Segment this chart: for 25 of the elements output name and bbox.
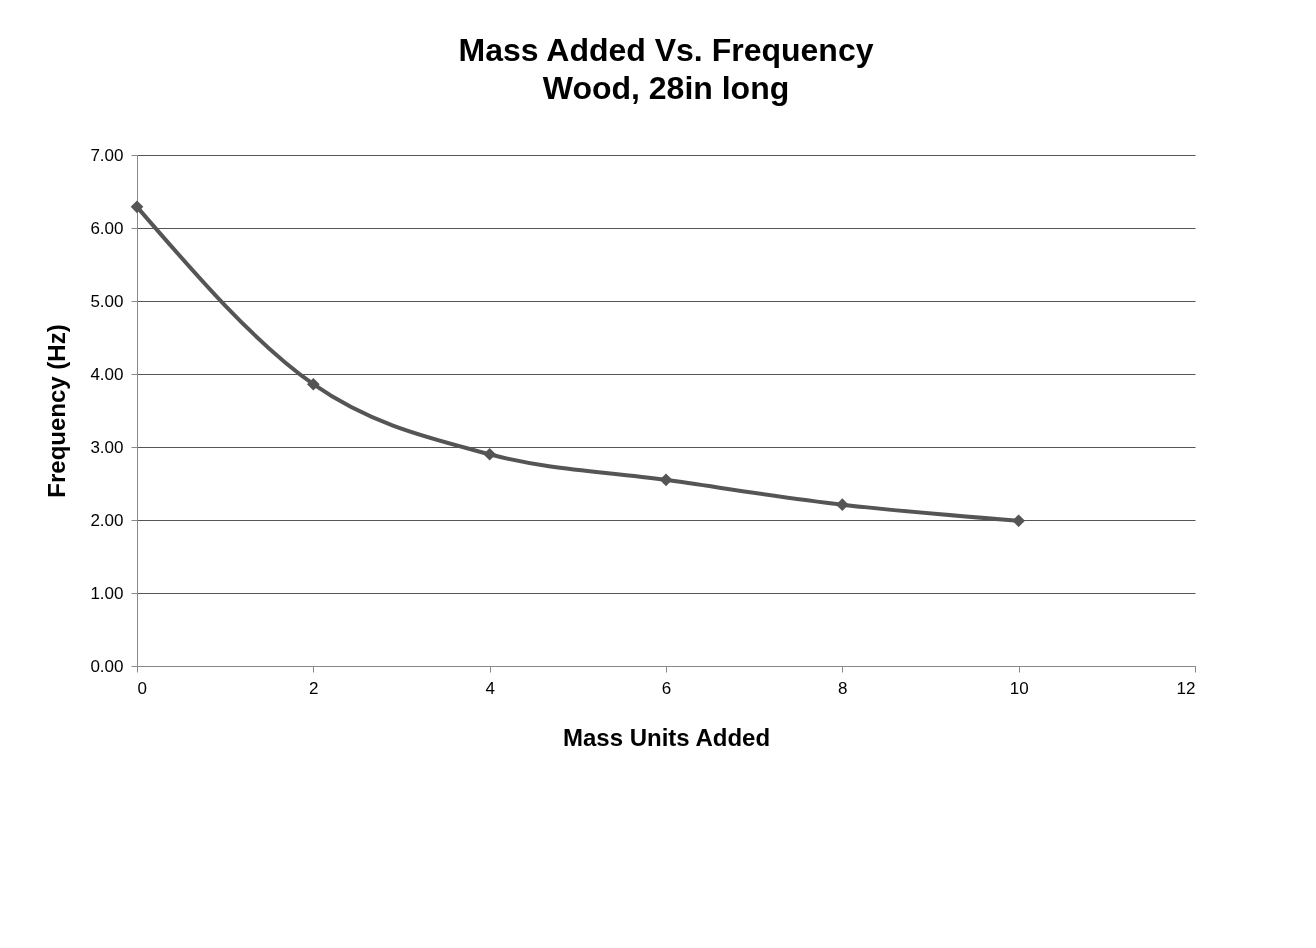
y-tick-label: 1.00 <box>90 583 124 603</box>
point <box>130 200 144 214</box>
x-tick-label: 2 <box>309 678 319 698</box>
x-tick-label: 8 <box>838 678 848 698</box>
point <box>836 498 849 511</box>
x-axis-title: Mass Units Added <box>562 723 771 751</box>
x-tick-label: 12 <box>1176 678 1196 698</box>
y-axis-title: Frequency (Hz) <box>43 324 71 498</box>
point <box>307 377 320 391</box>
point <box>659 473 673 487</box>
x-tick-label: 6 <box>661 678 672 698</box>
chart-subtitle: Wood, 28in long <box>542 70 790 106</box>
y-tick-label: 3.00 <box>90 437 124 457</box>
x-tick-label: 0 <box>137 678 147 698</box>
point <box>483 447 496 461</box>
point <box>1012 514 1025 528</box>
y-tick-label: 6.00 <box>90 218 124 238</box>
y-tick-label: 4.00 <box>90 364 124 384</box>
y-tick-label: 7.00 <box>90 145 124 165</box>
x-tick-label: 4 <box>485 678 495 698</box>
y-tick-label: 2.00 <box>90 510 124 530</box>
y-tick-label: 0.00 <box>90 656 124 676</box>
y-tick-label: 5.00 <box>90 291 124 311</box>
x-tick-label: 10 <box>1009 678 1029 698</box>
chart-title: Mass Added Vs. Frequency <box>458 32 874 68</box>
